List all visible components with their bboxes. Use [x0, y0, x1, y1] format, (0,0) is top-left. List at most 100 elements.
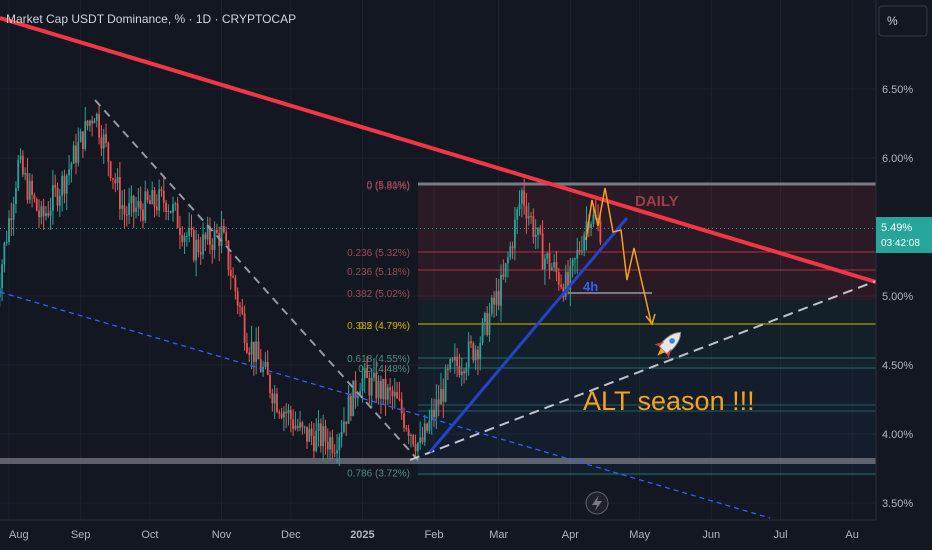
candle-body [72, 145, 75, 164]
candle-body [102, 134, 105, 149]
candle-body [61, 175, 64, 196]
candle-body [155, 206, 158, 211]
candle-body [40, 206, 43, 218]
candle-body [303, 426, 306, 428]
scale-button[interactable]: % [878, 5, 928, 37]
candle-body [477, 349, 479, 360]
candle-body [599, 221, 602, 243]
fib-label: 0.382 (4.79%) [347, 321, 410, 332]
candle-body [176, 203, 179, 228]
candle-body [400, 399, 403, 414]
candle-body [107, 142, 110, 162]
candle-body [112, 178, 114, 180]
candle-body [567, 271, 569, 290]
candle-body [95, 113, 98, 121]
candle-body [414, 444, 417, 452]
candle-body [236, 291, 239, 306]
time-tick-label: Au [845, 529, 858, 541]
candle-body [47, 213, 50, 216]
candle-body [135, 207, 137, 212]
candle-body [377, 380, 380, 399]
price-badge-countdown: 03:42:08 [881, 238, 920, 249]
scale-button-label: % [887, 14, 898, 28]
candle-body [51, 185, 54, 211]
symbol-title[interactable]: Market Cap USDT Dominance, % · 1D · CRYP… [6, 12, 296, 26]
candle-body [167, 210, 170, 212]
candle-body [474, 349, 477, 361]
candle-body [382, 378, 385, 399]
candle-body [488, 313, 491, 335]
candle-body [190, 227, 193, 231]
fib-label: 0.618 (4.55%) [347, 354, 410, 365]
candle-body [229, 269, 232, 277]
candle-body [412, 435, 415, 445]
candle-body [118, 176, 121, 209]
candle-body [407, 429, 410, 436]
candle-body [287, 409, 290, 414]
candle-body [333, 452, 336, 454]
time-axis[interactable] [0, 520, 932, 550]
candle-body [511, 246, 514, 249]
alt-season-label: ALT season !!! [583, 386, 755, 416]
candle-body [296, 425, 299, 428]
candle-body [149, 200, 151, 204]
candle-body [188, 227, 191, 236]
candle-body [266, 361, 269, 375]
candle-body [513, 219, 516, 249]
candle-body [343, 421, 345, 432]
candle-body [276, 393, 278, 412]
candle-body [139, 200, 142, 210]
candle-body [160, 189, 163, 191]
candle-body [33, 194, 36, 199]
candle-body [571, 259, 574, 266]
candle-body [289, 409, 292, 420]
candle-body [449, 359, 452, 370]
time-tick-label: Apr [562, 529, 579, 541]
candle-body [216, 229, 218, 233]
candle-body [28, 180, 31, 200]
time-axis-labels: Aug Sep Oct Nov Dec 2025 Feb Mar Apr May Jun Jul Au [9, 529, 859, 541]
time-tick-label: Aug [9, 529, 29, 541]
price-badge-bg [876, 217, 932, 253]
candle-body [366, 367, 368, 378]
candle-body [271, 392, 274, 404]
candle-body [5, 241, 8, 243]
price-axis[interactable] [876, 0, 932, 550]
lightning-icon[interactable] [585, 491, 609, 515]
candle-body [195, 239, 198, 261]
candle-body [24, 173, 27, 175]
white-dashed-support [409, 280, 877, 461]
fib-label: 0.382 (5.02%) [347, 289, 410, 300]
candle-body [393, 391, 396, 397]
candle-body [257, 341, 260, 360]
candle-body [98, 113, 100, 138]
candle-body [91, 120, 94, 124]
time-tick-label: Jun [702, 529, 720, 541]
candle-body [534, 234, 537, 237]
candle-body [576, 249, 579, 259]
candle-body [56, 187, 59, 206]
candle-body [174, 203, 177, 205]
candle-body [423, 423, 426, 442]
candle-body [317, 423, 320, 431]
h4-label: 4h [583, 279, 598, 294]
candle-body [384, 378, 387, 400]
candle-body [375, 372, 378, 399]
fib-label: 0.5 (4.48%) [358, 364, 410, 375]
candle-body [42, 206, 45, 217]
price-tick-label: 3.50% [882, 498, 913, 510]
time-tick-label: May [629, 529, 650, 541]
candle-body [463, 371, 465, 374]
fib-levels [418, 182, 876, 475]
candle-body [483, 313, 486, 322]
fib-label: 0.5 (4.79%) [358, 321, 410, 332]
candle-body [192, 230, 195, 261]
candle-body [583, 234, 586, 251]
candle-body [8, 218, 10, 242]
candle-body [232, 276, 234, 278]
candle-body [246, 343, 248, 353]
candle-body [315, 430, 318, 452]
price-tick-label: 4.00% [882, 429, 913, 441]
candle-body [451, 359, 454, 361]
